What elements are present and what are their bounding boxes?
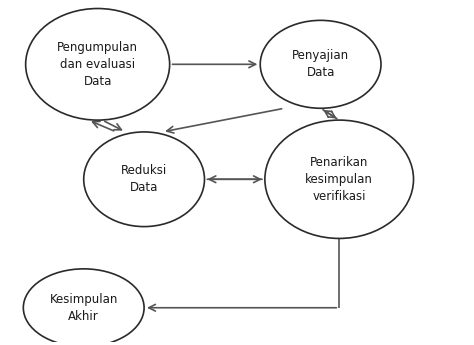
Text: Pengumpulan
dan evaluasi
Data: Pengumpulan dan evaluasi Data bbox=[57, 41, 138, 88]
Text: Penarikan
kesimpulan
verifikasi: Penarikan kesimpulan verifikasi bbox=[305, 156, 373, 203]
Text: Kesimpulan
Akhir: Kesimpulan Akhir bbox=[49, 293, 118, 323]
Text: Penyajian
Data: Penyajian Data bbox=[292, 49, 349, 79]
Ellipse shape bbox=[260, 20, 381, 108]
Ellipse shape bbox=[84, 132, 204, 227]
Ellipse shape bbox=[265, 120, 413, 238]
Ellipse shape bbox=[26, 9, 170, 120]
Text: Reduksi
Data: Reduksi Data bbox=[121, 164, 167, 194]
Ellipse shape bbox=[23, 269, 144, 345]
